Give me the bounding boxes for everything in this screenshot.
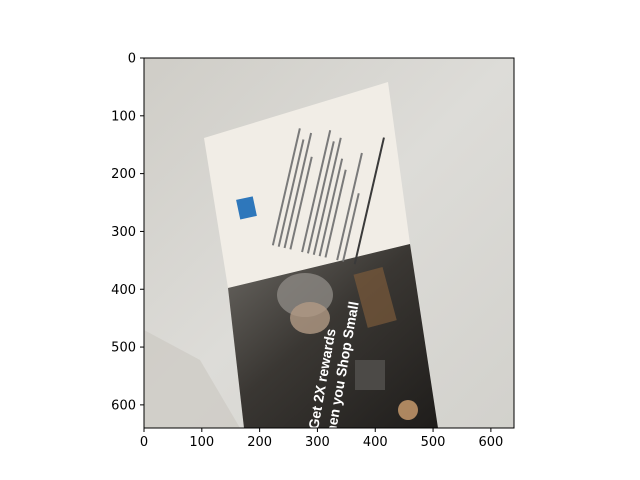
person-face [290,302,330,334]
y-tick-label: 0 [128,52,136,67]
x-tick-label: 100 [189,435,214,450]
x-tick-label: 400 [363,435,388,450]
y-tick-label: 500 [111,341,136,356]
photo-image: Get 2X rewards when you Shop Small [144,58,514,428]
y-axis: 0 100 200 300 400 500 600 [111,52,144,413]
shop-item [355,360,385,390]
x-tick-label: 300 [305,435,330,450]
shop-item [353,267,397,328]
y-tick-label: 200 [111,167,136,182]
y-tick-label: 600 [111,398,136,413]
shop-item [398,400,418,420]
x-tick-label: 0 [140,435,148,450]
x-tick-label: 200 [247,435,272,450]
shadow-area [144,330,240,428]
x-tick-label: 600 [478,435,503,450]
x-tick-label: 500 [421,435,446,450]
y-tick-label: 300 [111,225,136,240]
amex-logo [236,196,257,220]
y-tick-label: 100 [111,109,136,124]
fine-print-text [271,128,385,265]
axes-frame [143,57,515,429]
y-tick-label: 400 [111,283,136,298]
card-paper-section [204,82,410,288]
mailer-card: Get 2X rewards when you Shop Small [204,82,438,428]
x-axis: 0 100 200 300 400 500 600 [140,428,503,450]
